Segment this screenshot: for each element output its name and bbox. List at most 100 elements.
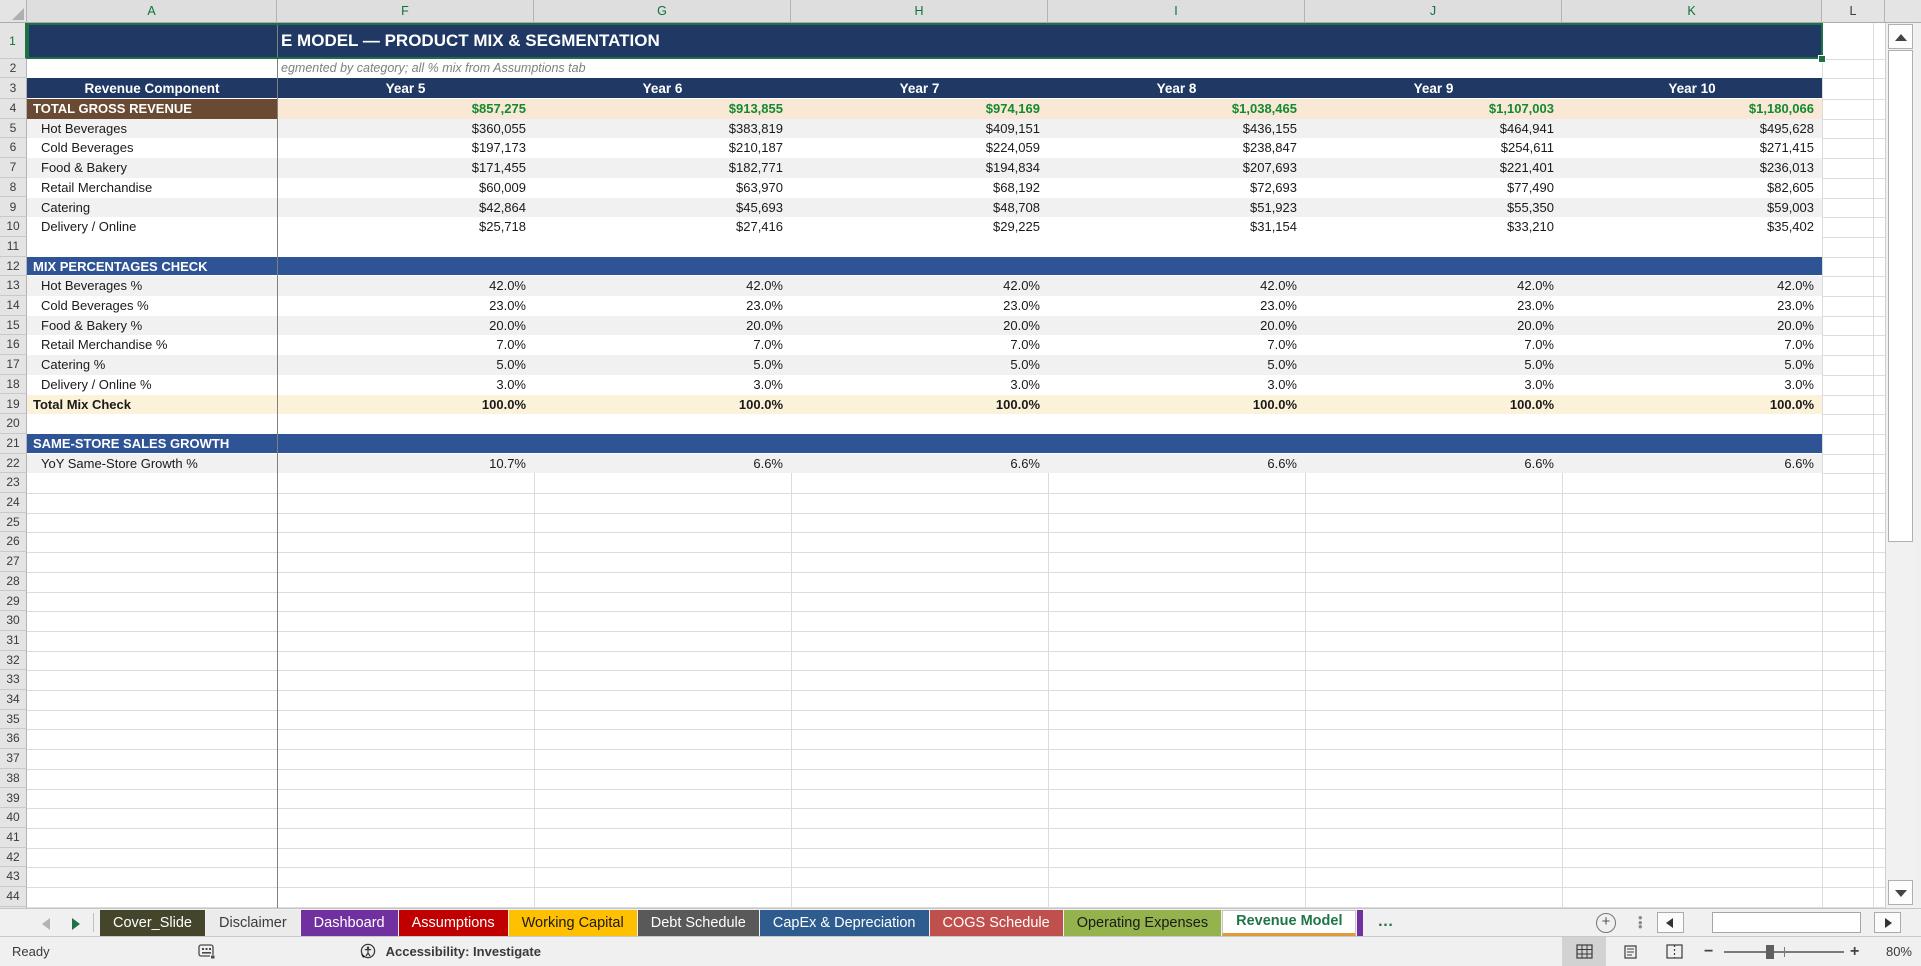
cell-value[interactable]: $194,834 <box>985 160 1040 176</box>
cell-value[interactable]: $35,402 <box>1767 219 1814 235</box>
row-header-42[interactable]: 42 <box>0 847 27 868</box>
cell-value[interactable]: $31,154 <box>1250 219 1297 235</box>
hscroll-left-button[interactable] <box>1657 912 1684 933</box>
row-header-7[interactable]: 7 <box>0 158 27 178</box>
row-header-35[interactable]: 35 <box>0 709 27 730</box>
partially-visible-tab[interactable] <box>1357 910 1364 936</box>
section-header-row[interactable] <box>27 433 1822 454</box>
scroll-up-button[interactable] <box>1888 24 1913 49</box>
cell-value[interactable]: 23.0% <box>1260 298 1297 313</box>
cell-value[interactable]: 5.0% <box>1010 357 1040 373</box>
cell-value[interactable]: 3.0% <box>1784 376 1814 392</box>
cell-value[interactable]: $436,155 <box>1242 120 1297 136</box>
cell-value[interactable]: 5.0% <box>753 357 783 373</box>
cell-value[interactable]: 10.7% <box>489 455 526 471</box>
row-label[interactable]: Catering % <box>41 357 106 373</box>
data-row-bg[interactable] <box>27 138 1822 159</box>
cell-value[interactable]: $48,708 <box>993 199 1040 215</box>
row-label[interactable]: Cold Beverages <box>41 140 134 156</box>
row-header-3[interactable]: 3 <box>0 78 27 99</box>
total-row-label-bg[interactable] <box>27 99 277 119</box>
row-header-40[interactable]: 40 <box>0 808 27 828</box>
row-header-13[interactable]: 13 <box>0 276 27 296</box>
blank-row[interactable] <box>27 236 1822 257</box>
horizontal-scrollbar-thumb[interactable] <box>1712 912 1861 933</box>
sheet-tab-cogs-schedule[interactable]: COGS Schedule <box>929 910 1063 936</box>
cell-value[interactable]: $495,628 <box>1759 120 1814 136</box>
cell-value[interactable]: $913,855 <box>728 101 783 116</box>
cell-value[interactable]: $55,350 <box>1507 199 1554 215</box>
row-label[interactable]: Delivery / Online % <box>41 376 152 392</box>
data-row-bg[interactable] <box>27 276 1822 296</box>
scroll-down-button[interactable] <box>1888 880 1913 905</box>
row-header-14[interactable]: 14 <box>0 296 27 316</box>
zoom-out-button[interactable]: − <box>1704 943 1714 960</box>
row-header-23[interactable]: 23 <box>0 473 27 493</box>
cell-value[interactable]: 3.0% <box>1524 376 1554 392</box>
sheet-tab-cover-slide[interactable]: Cover_Slide <box>100 910 205 936</box>
row-header-20[interactable]: 20 <box>0 414 27 434</box>
row-header-19[interactable]: 19 <box>0 394 27 415</box>
page-break-preview-button[interactable] <box>1652 937 1696 966</box>
cell-value[interactable]: 3.0% <box>753 376 783 392</box>
cell-value[interactable]: $59,003 <box>1767 199 1814 215</box>
row-label[interactable]: Food & Bakery % <box>41 317 143 333</box>
cell-value[interactable]: $857,275 <box>471 101 526 116</box>
sheet-tab-capex-depreciation[interactable]: CapEx & Depreciation <box>759 910 929 936</box>
section-header-row[interactable] <box>27 256 1822 277</box>
cell-value[interactable]: $1,180,066 <box>1748 101 1814 116</box>
data-row-bg[interactable] <box>27 158 1822 178</box>
cell-value[interactable]: 6.6% <box>1267 455 1297 471</box>
cell-value[interactable]: 100.0% <box>995 396 1040 412</box>
cell-value[interactable]: $27,416 <box>736 219 783 235</box>
tab-overflow-ellipsis[interactable]: … <box>1377 913 1394 930</box>
row-header-44[interactable]: 44 <box>0 887 27 907</box>
cell-value[interactable]: $171,455 <box>471 160 526 176</box>
cell-value[interactable]: $25,718 <box>479 219 526 235</box>
row-header-33[interactable]: 33 <box>0 670 27 690</box>
sheet-tab-working-capital[interactable]: Working Capital <box>508 910 637 936</box>
row-header-4[interactable]: 4 <box>0 99 27 119</box>
row-header-26[interactable]: 26 <box>0 532 27 553</box>
sheet-tab-revenue-model[interactable]: Revenue Model <box>1222 910 1357 936</box>
row-header-18[interactable]: 18 <box>0 374 27 395</box>
table-header-band[interactable] <box>27 78 1822 99</box>
sheet-tab-disclaimer[interactable]: Disclaimer <box>206 910 300 936</box>
cell-value[interactable]: 42.0% <box>1003 278 1040 294</box>
row-header-43[interactable]: 43 <box>0 867 27 887</box>
row-header-28[interactable]: 28 <box>0 571 27 592</box>
row-label[interactable]: Hot Beverages % <box>41 278 143 294</box>
cell-value[interactable]: $42,864 <box>479 199 526 215</box>
cell-value[interactable]: 42.0% <box>1517 278 1554 294</box>
cell-value[interactable]: 20.0% <box>1260 317 1297 333</box>
cell-value[interactable]: $271,415 <box>1759 140 1814 156</box>
column-header-F[interactable]: F <box>277 0 534 22</box>
data-row-bg[interactable] <box>27 118 1822 139</box>
cell-value[interactable]: $207,693 <box>1242 160 1297 176</box>
row-header-5[interactable]: 5 <box>0 118 27 139</box>
cell-value[interactable]: 6.6% <box>1784 455 1814 471</box>
cell-value[interactable]: $238,847 <box>1242 140 1297 156</box>
title-cell-band[interactable] <box>27 23 1822 59</box>
cell-value[interactable]: $254,611 <box>1500 140 1554 156</box>
cell-value[interactable]: $360,055 <box>471 120 526 136</box>
cell-value[interactable]: $51,923 <box>1250 199 1297 215</box>
accessibility-status[interactable]: Accessibility: Investigate <box>360 937 541 966</box>
row-label[interactable]: Total Mix Check <box>33 396 132 412</box>
cell-value[interactable]: 42.0% <box>746 278 783 294</box>
cell-value[interactable]: 100.0% <box>1252 396 1297 412</box>
cell-value[interactable]: $383,819 <box>728 120 783 136</box>
row-header-37[interactable]: 37 <box>0 749 27 769</box>
column-header-J[interactable]: J <box>1305 0 1562 22</box>
cell-value[interactable]: $1,107,003 <box>1488 101 1554 116</box>
cell-value[interactable]: 5.0% <box>1524 357 1554 373</box>
data-row-bg[interactable] <box>27 177 1822 198</box>
row-header-41[interactable]: 41 <box>0 827 27 848</box>
cell-value[interactable]: 7.0% <box>1524 337 1554 353</box>
row-header-29[interactable]: 29 <box>0 591 27 612</box>
row-header-38[interactable]: 38 <box>0 768 27 789</box>
row-header-45[interactable]: 45 <box>0 906 27 908</box>
sheet-tab-operating-expenses[interactable]: Operating Expenses <box>1063 910 1222 936</box>
blank-row[interactable] <box>27 414 1822 434</box>
cell-value[interactable]: 5.0% <box>1267 357 1297 373</box>
